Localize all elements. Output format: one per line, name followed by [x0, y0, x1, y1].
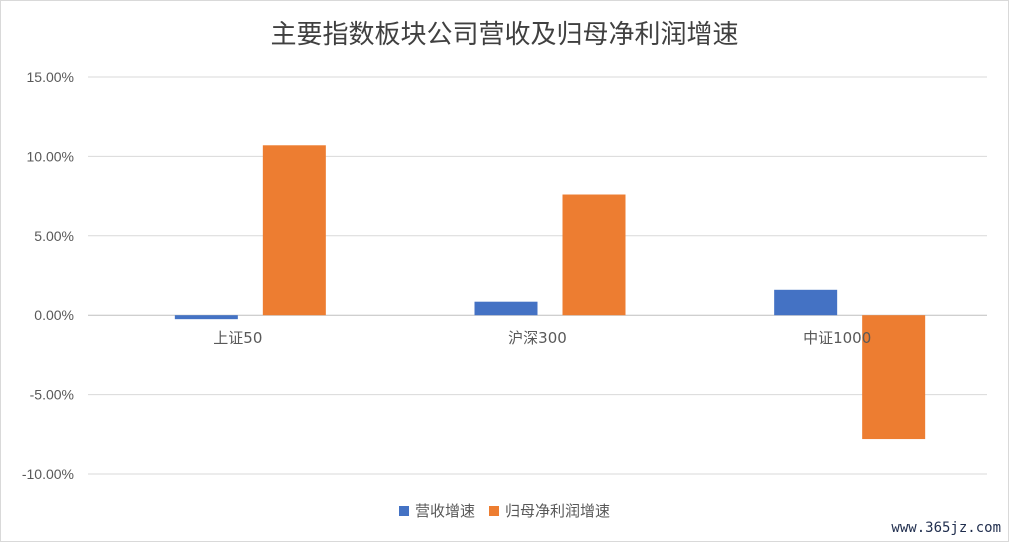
y-tick-label: 0.00% — [34, 307, 74, 323]
chart-legend: 营收增速 归母净利润增速 — [0, 500, 1009, 521]
legend-item: 归母净利润增速 — [489, 500, 610, 521]
bar-revenue — [774, 289, 838, 316]
bar-profit — [562, 194, 626, 316]
legend-item: 营收增速 — [398, 500, 475, 521]
x-category-label: 沪深300 — [508, 329, 567, 347]
y-tick-label: 5.00% — [34, 228, 74, 244]
y-tick-label: -5.00% — [30, 387, 74, 403]
legend-swatch — [489, 505, 499, 516]
x-category-label: 上证50 — [213, 329, 262, 347]
legend-label: 归母净利润增速 — [505, 502, 611, 520]
bar-profit — [862, 315, 926, 440]
legend-swatch — [398, 505, 409, 516]
chart-title: 主要指数板块公司营收及归母净利润增速 — [270, 20, 739, 50]
y-tick-label: 10.00% — [27, 148, 74, 164]
bar-revenue — [474, 301, 538, 316]
bar-revenue — [174, 315, 238, 320]
y-tick-label: 15.00% — [27, 69, 74, 85]
y-tick-label: -10.00% — [22, 466, 74, 482]
watermark: www.365jz.com — [891, 520, 1001, 536]
x-category-label: 中证1000 — [803, 329, 871, 347]
bar-profit — [262, 145, 326, 316]
legend-label: 营收增速 — [414, 502, 475, 520]
